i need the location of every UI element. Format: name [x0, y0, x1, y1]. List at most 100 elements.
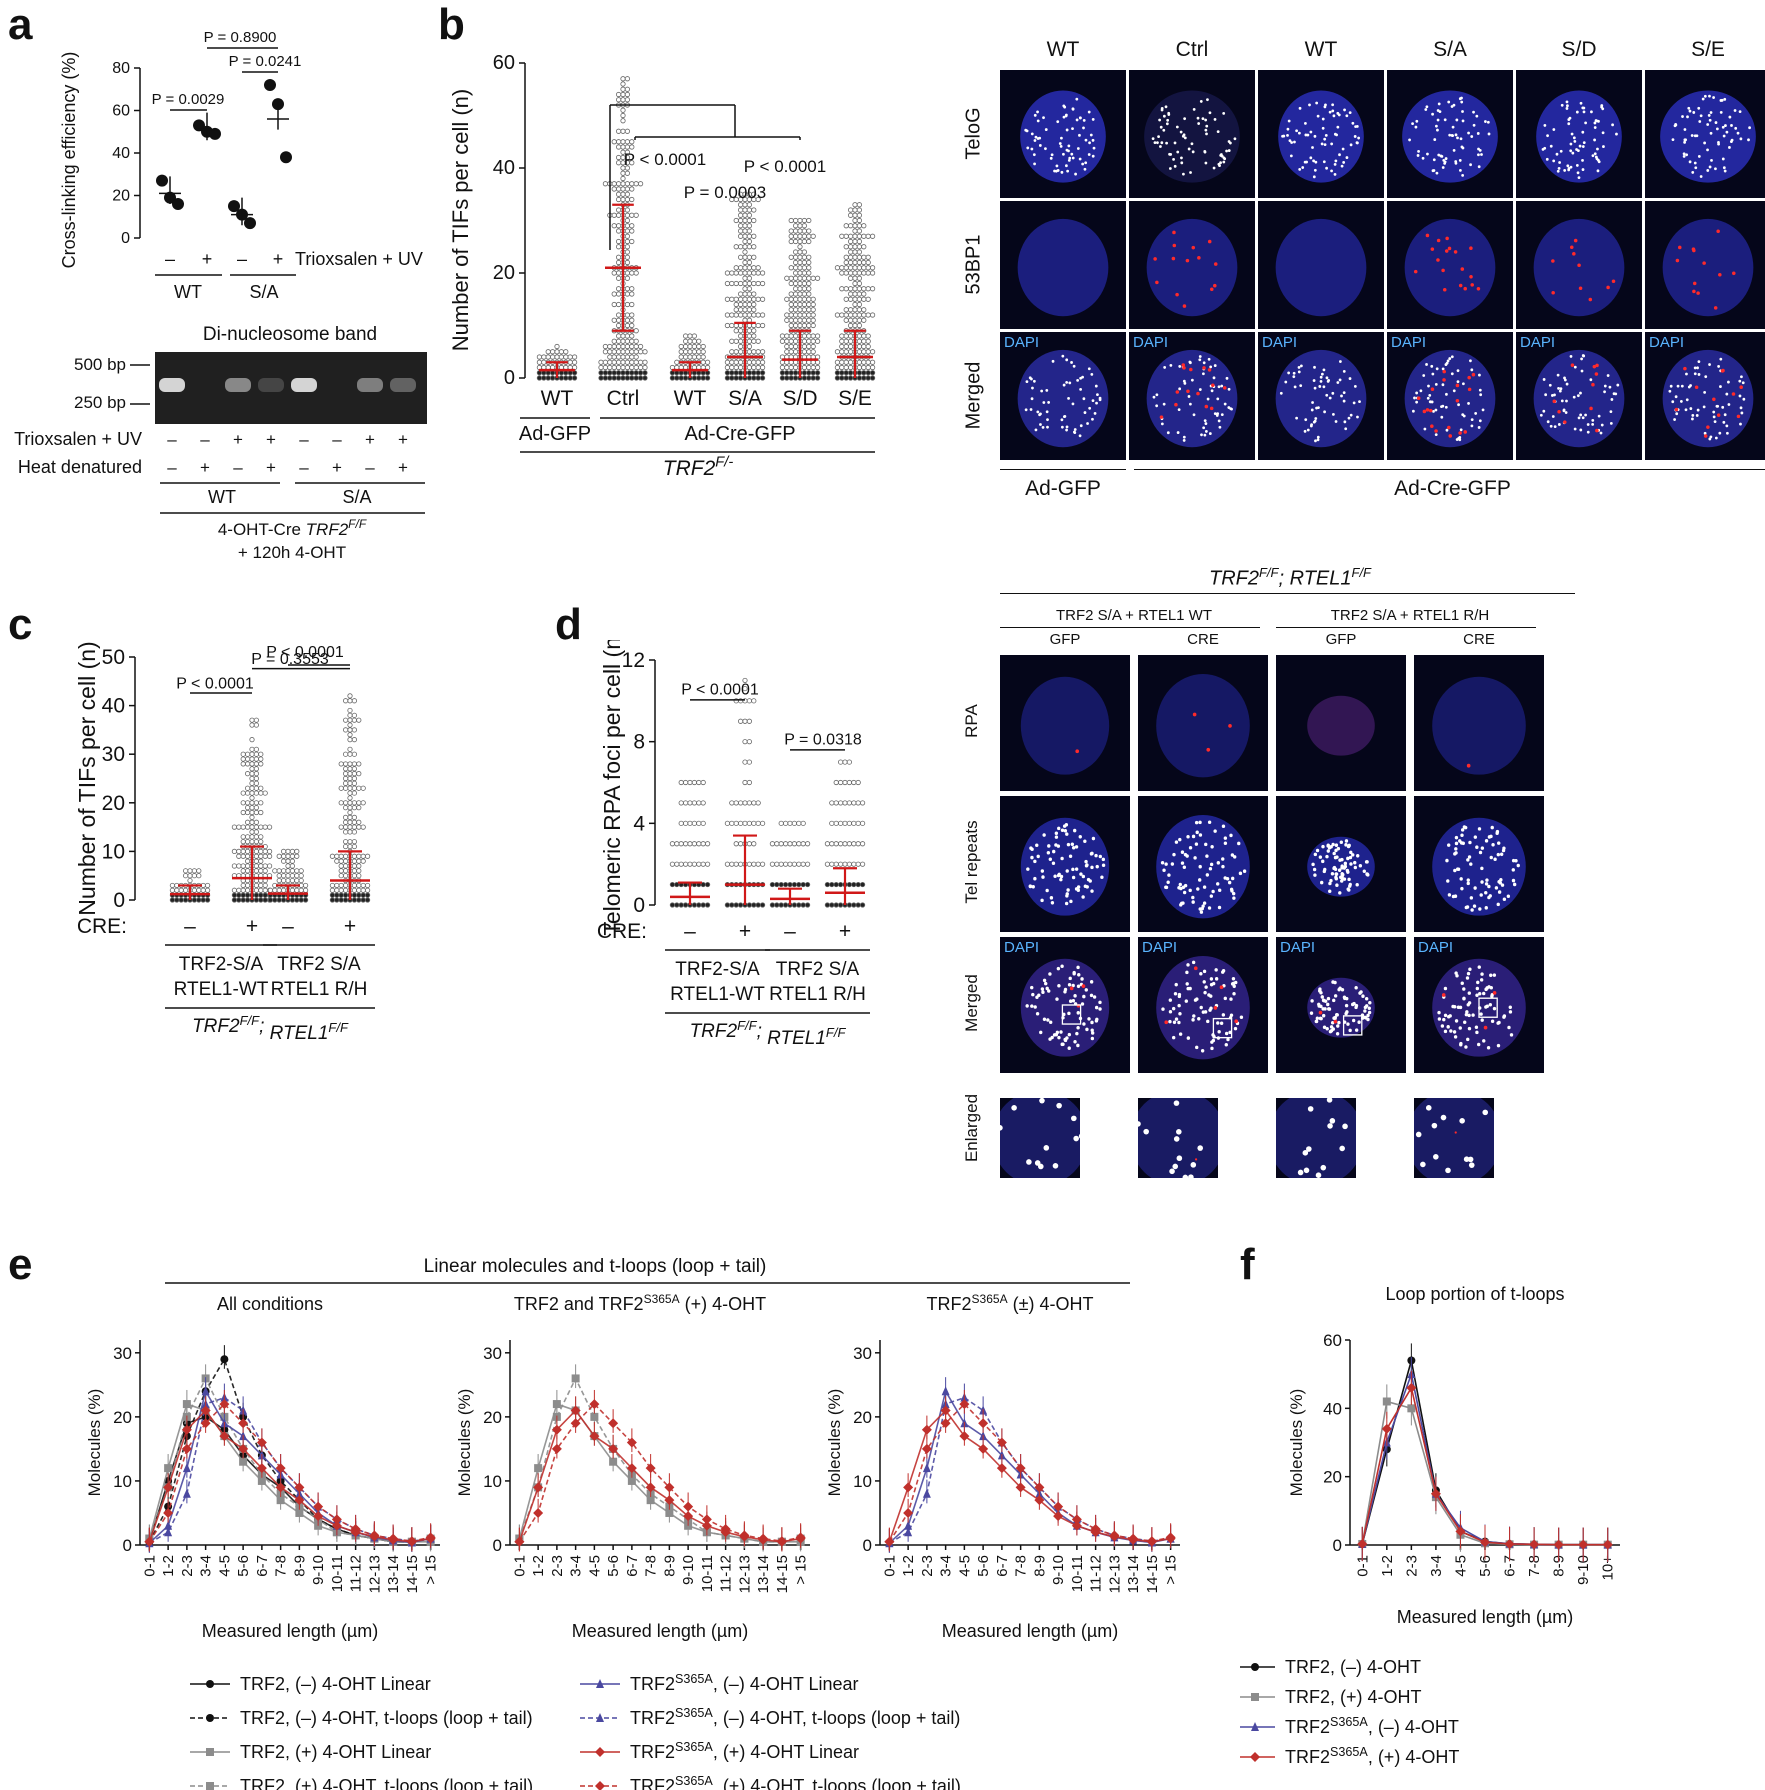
data-point [249, 834, 255, 840]
data-point [356, 717, 362, 723]
tif-point [691, 375, 697, 381]
focus [1176, 150, 1180, 154]
focus [1609, 410, 1613, 414]
red-focus [1678, 245, 1682, 250]
focus [1556, 169, 1560, 173]
category-label: S/A [728, 387, 762, 410]
focus [1063, 990, 1067, 994]
red-focus [1174, 402, 1178, 407]
focus [1327, 1123, 1333, 1129]
series-point [514, 1536, 525, 1547]
focus [1723, 413, 1727, 417]
tif-point [755, 370, 761, 376]
data-point [196, 868, 202, 874]
tif-point [801, 375, 807, 381]
data-point [338, 868, 344, 874]
tif-point [856, 207, 862, 213]
focus [1352, 1001, 1356, 1006]
tif-point [624, 212, 630, 218]
tif-point [611, 317, 617, 323]
tif-point [624, 238, 630, 245]
focus [1436, 128, 1439, 132]
panel-e-chart: Linear molecules and t-loops (loop + tai… [85, 1256, 1180, 1790]
focus [1025, 1004, 1029, 1008]
red-focus [1172, 243, 1177, 248]
focus [1052, 1163, 1059, 1169]
data-point [334, 882, 340, 889]
x-tick-label: 13-14 [755, 1555, 772, 1593]
x-axis-label: Measured length (µm) [202, 1621, 378, 1641]
focus [1684, 408, 1688, 412]
focus [1070, 842, 1075, 846]
focus [1333, 1015, 1337, 1020]
nucleus [1414, 1098, 1494, 1178]
focus [1314, 1019, 1319, 1024]
tif-point [852, 238, 858, 245]
data-point [294, 877, 300, 884]
tif-point [678, 343, 684, 350]
tif-point [624, 270, 630, 276]
data-point [231, 824, 237, 830]
nucleus [1146, 349, 1238, 448]
x-tick-label: 9-10 [680, 1555, 697, 1585]
tif-point [852, 244, 858, 250]
focus [1492, 1006, 1497, 1011]
focus [1190, 378, 1194, 382]
focus [1042, 1017, 1047, 1022]
focus [1209, 894, 1214, 898]
focus [1366, 1017, 1370, 1022]
focus [1051, 861, 1056, 866]
row1-label: Trioxsalen + UV [14, 429, 142, 449]
legend-label: TRF2S365A, (+) 4-OHT Linear [630, 1740, 859, 1762]
focus [1084, 138, 1088, 142]
tif-point [683, 354, 689, 360]
focus [1162, 114, 1166, 118]
data-point [262, 868, 268, 874]
tif-point [746, 307, 752, 313]
data-point [280, 853, 287, 859]
focus [1498, 881, 1502, 885]
tif-point [847, 291, 854, 297]
data-point [833, 841, 839, 847]
focus [1342, 1123, 1348, 1130]
focus [1499, 852, 1504, 857]
focus [1427, 384, 1430, 388]
tif-point [784, 343, 790, 350]
tif-point [733, 312, 739, 318]
focus [1467, 855, 1472, 859]
x-tick-label: 8-9 [1031, 1555, 1048, 1577]
focus [1466, 881, 1470, 886]
data-point [169, 882, 175, 889]
focus [1581, 145, 1585, 148]
focus [1179, 886, 1183, 891]
red-focus [1069, 986, 1074, 991]
tif-point [847, 238, 854, 245]
tif-point [742, 207, 748, 213]
focus [1208, 1008, 1212, 1012]
focus [1221, 1013, 1226, 1017]
red-focus [1706, 425, 1710, 429]
tif-point [834, 364, 840, 371]
tif-point [611, 223, 617, 229]
data-point [253, 780, 259, 786]
focus [1323, 867, 1327, 872]
focus [1162, 868, 1166, 872]
red-focus [1454, 1131, 1457, 1134]
focus [1231, 976, 1236, 981]
focus [1039, 423, 1042, 426]
data-point [356, 858, 362, 864]
tif-point [616, 364, 622, 371]
x-tick-label: 13-14 [385, 1555, 402, 1593]
tif-point [624, 228, 630, 234]
red-focus [1425, 408, 1430, 412]
focus [1506, 894, 1511, 898]
y-tick-label: 8 [633, 731, 645, 754]
focus [1202, 361, 1206, 365]
cre-sign: – [784, 920, 796, 943]
tif-point [865, 338, 871, 344]
p-value: P = 0.0003 [684, 183, 766, 202]
data-point [859, 841, 866, 847]
tif-point [843, 286, 849, 292]
focus [1563, 169, 1567, 172]
